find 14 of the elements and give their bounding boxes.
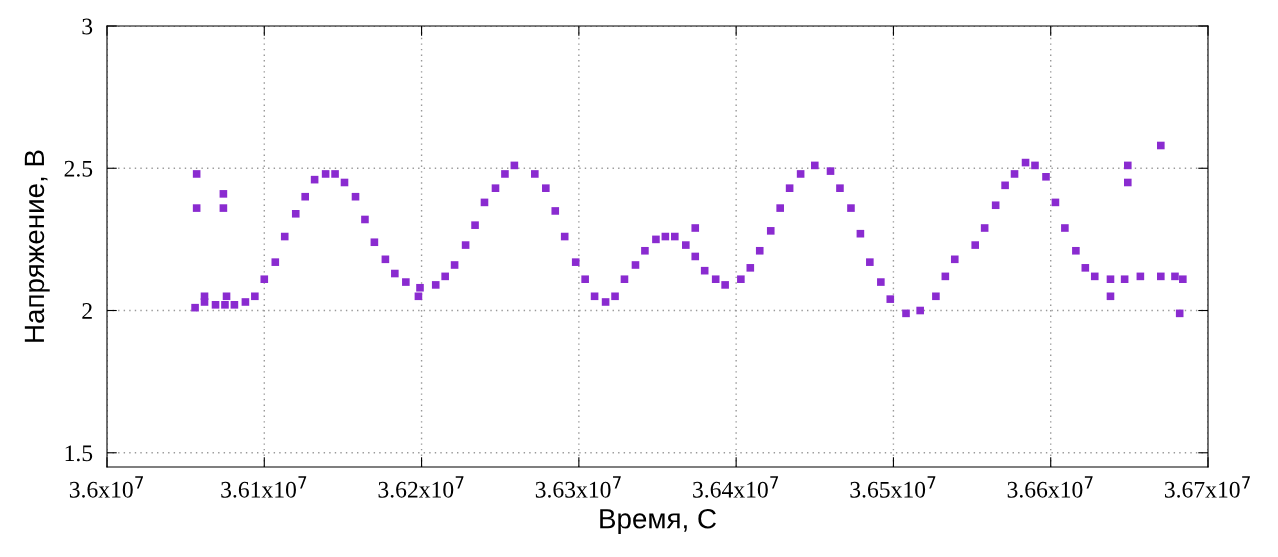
x-tick-label: 3.67x10$^{7}$ [1164,476,1250,498]
x-tick-label: 3.66x10$^{7}$ [1007,476,1093,498]
y-tick-label: 1.5 [65,445,93,462]
x-tick-label: 3.62x10$^{7}$ [378,476,464,498]
y-tick-label: 2 [82,303,92,319]
x-tick-label: 3.61x10$^{7}$ [221,476,307,498]
x-tick-label: 3.65x10$^{7}$ [850,476,936,498]
x-axis-title: Время, С [600,508,716,535]
x-tick-label: 3.6x10$^{7}$ [69,476,144,498]
x-tick-label: 3.63x10$^{7}$ [535,476,621,498]
x-tick-label: 3.64x10$^{7}$ [693,476,779,498]
y-tick-label: 3 [82,18,93,35]
y-tick-label: 2.5 [64,160,93,177]
y-axis-title: Напряжение, В [24,150,50,342]
